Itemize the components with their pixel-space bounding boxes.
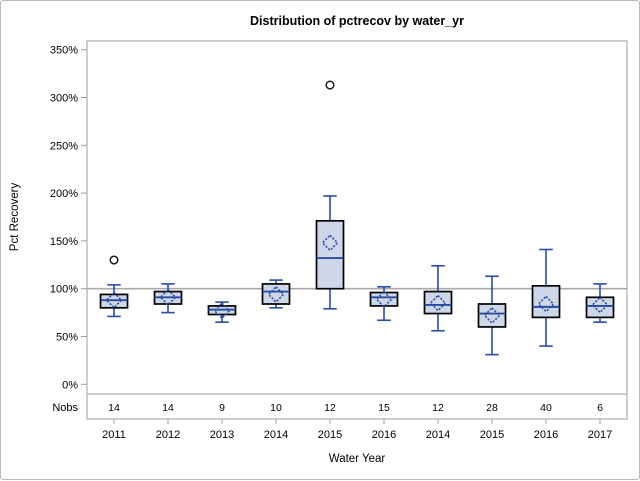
x-tick-label: 2016 bbox=[534, 429, 558, 441]
iqr-box bbox=[531, 284, 561, 319]
x-tick-label: 2015 bbox=[480, 429, 504, 441]
nobs-value: 10 bbox=[270, 402, 282, 414]
y-tick-label: 350% bbox=[50, 45, 78, 57]
y-tick-label: 250% bbox=[50, 140, 78, 152]
y-tick-label: 100% bbox=[50, 284, 78, 296]
nobs-value: 14 bbox=[108, 402, 120, 414]
y-tick-label: 200% bbox=[50, 188, 78, 200]
nobs-value: 40 bbox=[540, 402, 552, 414]
iqr-box bbox=[99, 293, 129, 309]
y-tick-label: 300% bbox=[50, 93, 78, 105]
iqr-box bbox=[315, 219, 345, 290]
x-tick-label: 2014 bbox=[426, 429, 450, 441]
x-tick-label: 2015 bbox=[318, 429, 342, 441]
iqr-box bbox=[477, 303, 507, 328]
nobs-value: 6 bbox=[597, 402, 603, 414]
iqr-box bbox=[369, 291, 399, 307]
nobs-value: 15 bbox=[378, 402, 390, 414]
x-tick-label: 2011 bbox=[102, 429, 126, 441]
nobs-value: 28 bbox=[486, 402, 498, 414]
box-plot-2012-1 bbox=[153, 283, 183, 314]
box-plot-2014-3 bbox=[261, 279, 291, 309]
box-plot-2016-5 bbox=[369, 285, 399, 322]
box-plot-2015-4 bbox=[315, 80, 345, 310]
plot-wall bbox=[86, 40, 628, 420]
iqr-box bbox=[585, 296, 615, 319]
nobs-value: 14 bbox=[162, 402, 174, 414]
y-tick-label: 50% bbox=[56, 332, 78, 344]
x-tick-label: 2014 bbox=[264, 429, 288, 441]
nobs-value: 12 bbox=[432, 402, 444, 414]
box-plot-2017-9 bbox=[585, 283, 615, 323]
x-tick-label: 2013 bbox=[210, 429, 234, 441]
nobs-row-label: Nobs bbox=[52, 402, 78, 414]
x-axis-title: Water Year bbox=[329, 453, 386, 465]
nobs-value: 12 bbox=[324, 402, 336, 414]
iqr-box bbox=[261, 283, 291, 305]
x-tick-label: 2017 bbox=[588, 429, 612, 441]
chart-title: Distribution of pctrecov by water_yr bbox=[250, 14, 464, 28]
y-tick-label: 150% bbox=[50, 236, 78, 248]
iqr-box bbox=[423, 290, 453, 315]
box-plot-2015-7 bbox=[477, 275, 507, 356]
y-axis-title: Pct Recovery bbox=[9, 183, 21, 252]
box-plot-2014-6 bbox=[423, 264, 453, 332]
x-tick-label: 2012 bbox=[156, 429, 180, 441]
y-tick-label: 0% bbox=[62, 379, 78, 391]
nobs-value: 9 bbox=[219, 402, 225, 414]
outlier-point bbox=[325, 80, 335, 90]
box-plot-2013-2 bbox=[207, 301, 237, 323]
box-plot-2011-0 bbox=[99, 255, 129, 318]
box-plot-2016-8 bbox=[531, 248, 561, 347]
x-tick-label: 2016 bbox=[372, 429, 396, 441]
outlier-point bbox=[109, 255, 119, 265]
